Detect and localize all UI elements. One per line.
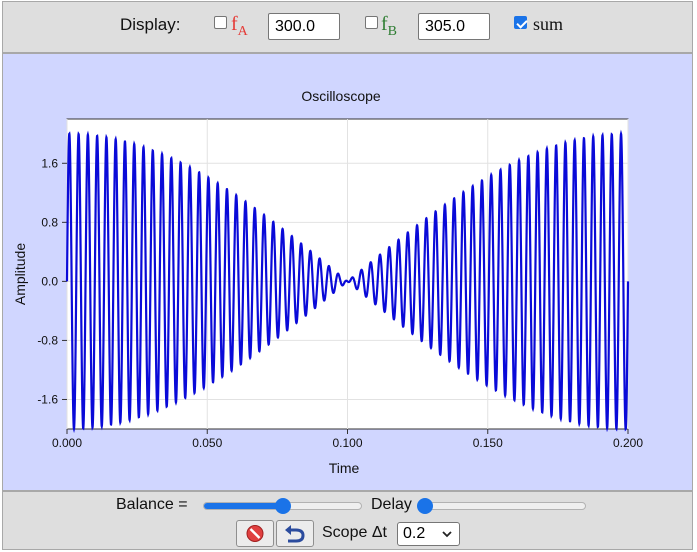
fb-frequency-input[interactable]: 305.0 — [418, 13, 490, 40]
scope-dt-label: Scope Δt — [322, 524, 387, 541]
fb-subscript: B — [387, 24, 398, 39]
fa-label: fA — [231, 13, 248, 40]
delay-slider-track[interactable] — [425, 502, 586, 510]
sum-signal-line — [65, 129, 630, 434]
stop-circle-icon — [246, 525, 264, 542]
y-tick-label: 0.8 — [41, 215, 58, 229]
y-tick-label: -1.6 — [37, 392, 58, 406]
fa-symbol: f — [231, 13, 238, 35]
balance-label: Balance = — [116, 496, 188, 513]
axis-ticks: 0.000 0.050 0.100 0.150 0.200 1.6 0.8 0.0 -0.8 -1… — [37, 156, 643, 450]
scope-dt-selected-value: 0.2 — [403, 525, 426, 542]
oscilloscope-panel: Oscilloscope 0.000 0.050 0.100 0.150 0.200 1.… — [2, 53, 693, 491]
chart-title: Oscilloscope — [301, 88, 381, 104]
x-axis-label: Time — [329, 460, 360, 476]
delay-label: Delay — [371, 496, 412, 513]
fb-checkbox[interactable] — [365, 16, 378, 29]
display-label: Display: — [120, 15, 181, 34]
x-tick-label: 0.150 — [473, 436, 503, 450]
undo-arrow-icon — [285, 525, 305, 543]
scope-dt-select[interactable]: 0.2 — [397, 522, 460, 546]
y-tick-label: 1.6 — [41, 156, 58, 170]
x-tick-label: 0.100 — [332, 436, 362, 450]
sum-label: sum — [533, 14, 564, 34]
oscilloscope-chart: Oscilloscope 0.000 0.050 0.100 0.150 0.200 1.… — [12, 88, 643, 476]
grid-lines — [66, 119, 629, 429]
balance-slider-fill — [204, 503, 284, 509]
x-tick-label: 0.050 — [192, 436, 222, 450]
fb-label: fB — [381, 13, 397, 40]
fa-frequency-input[interactable]: 300.0 — [268, 13, 340, 40]
delay-slider-thumb[interactable] — [417, 498, 433, 514]
balance-slider-thumb[interactable] — [274, 498, 291, 514]
x-tick-label: 0.000 — [52, 436, 82, 450]
fa-subscript: A — [237, 24, 248, 39]
y-tick-label: -0.8 — [37, 333, 58, 347]
undo-button[interactable] — [276, 520, 314, 547]
fa-checkbox[interactable] — [214, 16, 227, 29]
y-axis-label: Amplitude — [12, 243, 28, 305]
y-tick-label: 0.0 — [41, 274, 58, 288]
fb-symbol: f — [381, 13, 388, 35]
reset-button[interactable] — [236, 520, 274, 547]
display-toolbar: Display: fA 300.0 fB 305.0 sum — [2, 1, 693, 53]
x-tick-label: 0.200 — [613, 436, 643, 450]
sum-checkbox[interactable] — [514, 16, 527, 29]
chevron-down-icon — [442, 531, 452, 538]
controls-bar: Balance = Delay Scope Δt 0.2 — [2, 491, 693, 550]
